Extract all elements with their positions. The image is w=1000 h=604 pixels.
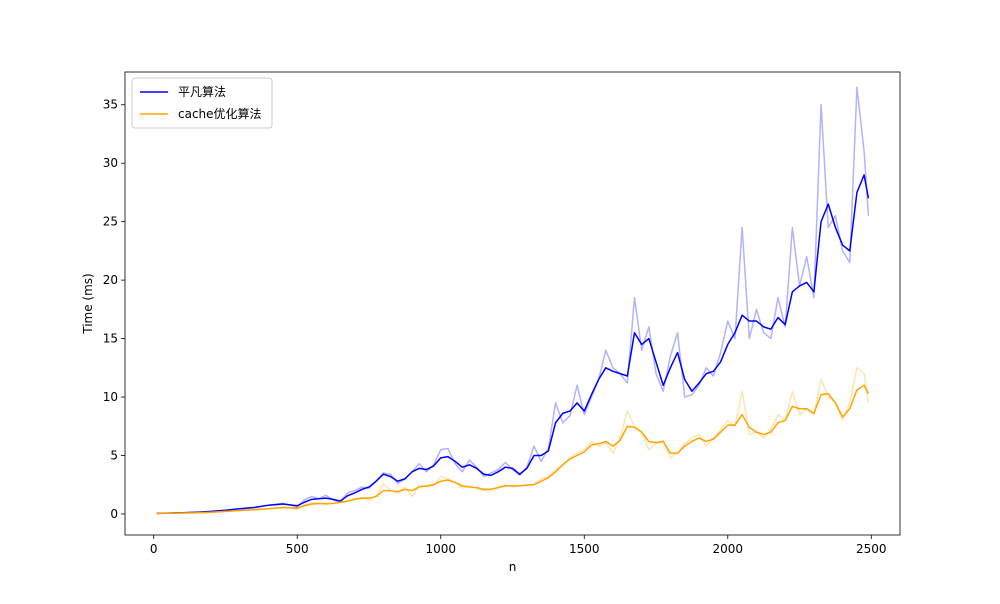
y-axis-label: Time (ms): [81, 273, 95, 335]
legend-label-1: cache优化算法: [178, 106, 262, 121]
y-tick-label: 15: [103, 332, 118, 346]
x-axis-label: n: [509, 560, 517, 574]
axes-frame: [124, 71, 901, 536]
x-tick-label: 2500: [856, 542, 887, 556]
y-tick-label: 30: [103, 156, 118, 170]
x-tick-label: 1500: [569, 542, 600, 556]
series-0-raw-line: [156, 86, 870, 515]
plot-area: [156, 86, 870, 515]
legend-box: [131, 77, 273, 129]
x-tick-label: 2000: [713, 542, 744, 556]
series-1-raw-line: [156, 367, 870, 515]
series-0-smoothed-line: [156, 174, 870, 515]
legend: 平凡算法 cache优化算法: [131, 77, 273, 129]
x-tick-label: 0: [150, 542, 158, 556]
x-tick-label: 500: [286, 542, 309, 556]
y-tick-label: 5: [110, 448, 118, 462]
y-tick-label: 10: [103, 390, 118, 404]
y-tick-label: 0: [110, 507, 118, 521]
axes: 0 500 1000 1500 2000 2500 0 5 10 15 20 25 30 35 n Time …: [81, 71, 901, 574]
x-tick-label: 1000: [425, 542, 456, 556]
series-1-smoothed-line: [156, 384, 870, 515]
legend-label-0: 平凡算法: [178, 84, 226, 99]
y-tick-label: 20: [103, 273, 118, 287]
y-tick-label: 35: [103, 98, 118, 112]
y-tick-label: 25: [103, 215, 118, 229]
